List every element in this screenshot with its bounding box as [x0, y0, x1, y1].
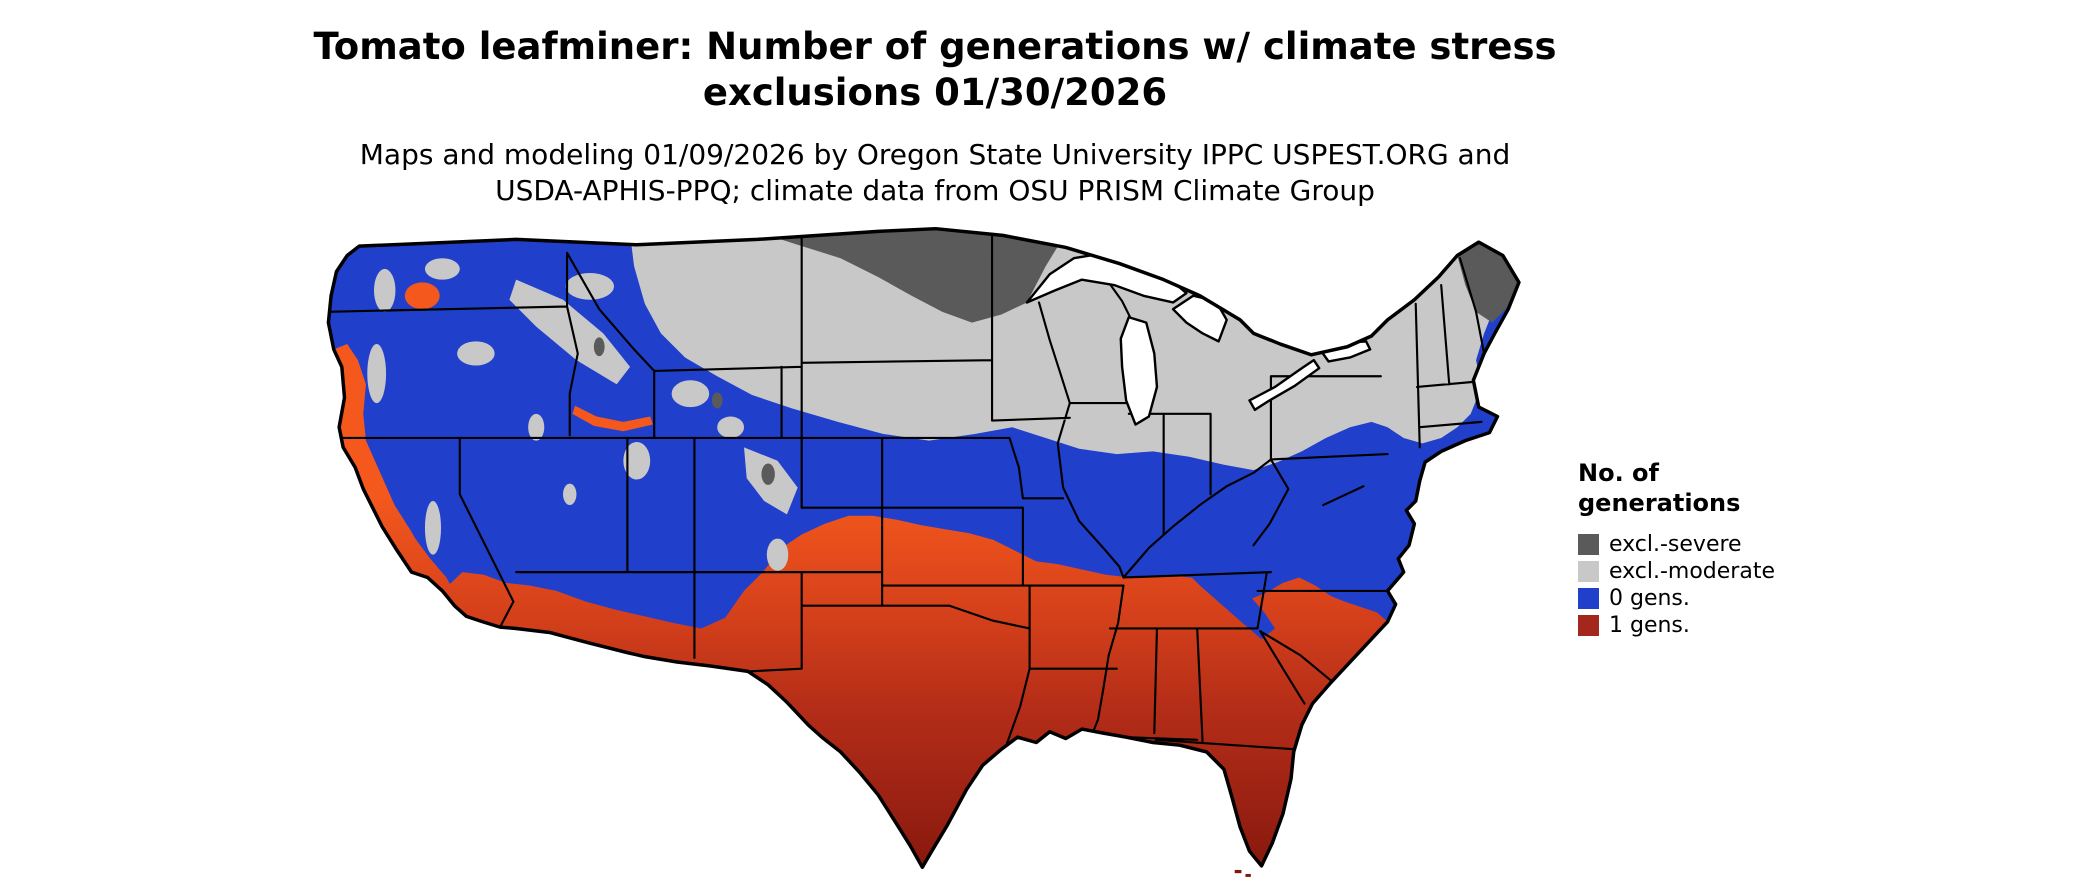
region-one-generation-columbia-basin	[404, 282, 440, 310]
page-title: Tomato leafminer: Number of generations …	[0, 24, 1870, 117]
title-line-1: Tomato leafminer: Number of generations …	[313, 25, 1557, 68]
us-outline	[326, 226, 1521, 870]
lake-huron	[1171, 294, 1228, 343]
legend-item-excl-severe: excl.-severe	[1578, 531, 1775, 558]
legend-label-zero-gens: 0 gens.	[1609, 586, 1690, 611]
subtitle-line-1: Maps and modeling 01/09/2026 by Oregon S…	[359, 137, 1511, 171]
region-excl-severe-rockies-spots	[593, 337, 775, 485]
legend-label-excl-moderate: excl.-moderate	[1609, 559, 1775, 584]
florida-keys	[1234, 869, 1251, 877]
header: Tomato leafminer: Number of generations …	[0, 24, 1870, 209]
legend-item-zero-gens: 0 gens.	[1578, 585, 1775, 612]
region-zero-generations-appalachians	[1189, 566, 1275, 640]
legend-title: No. of generations	[1578, 458, 1775, 518]
region-excl-severe-north	[738, 228, 1066, 323]
lake-erie	[1248, 358, 1321, 412]
region-excl-moderate-mountain-patches	[367, 258, 798, 571]
region-one-generation-central-valley	[371, 486, 439, 586]
region-one-generation-snake-river	[572, 405, 653, 432]
legend-swatch-zero-gens	[1578, 588, 1599, 609]
legend-swatch-one-gen	[1578, 615, 1599, 636]
legend-label-one-gen: 1 gens.	[1609, 613, 1690, 638]
legend-swatch-excl-moderate	[1578, 561, 1599, 582]
page-subtitle: Maps and modeling 01/09/2026 by Oregon S…	[0, 137, 1870, 210]
us-map	[315, 226, 1527, 878]
legend-item-one-gen: 1 gens.	[1578, 612, 1775, 639]
legend-swatch-excl-severe	[1578, 534, 1599, 555]
state-borders	[328, 228, 1486, 751]
legend-label-excl-severe: excl.-severe	[1609, 532, 1742, 557]
legend-title-line-1: No. of	[1578, 459, 1659, 487]
subtitle-line-2: USDA-APHIS-PPQ; climate data from OSU PR…	[495, 173, 1375, 207]
region-one-generation-south	[442, 515, 1388, 868]
legend-item-excl-moderate: excl.-moderate	[1578, 558, 1775, 585]
us-map-svg	[326, 226, 1521, 877]
legend-title-line-2: generations	[1578, 489, 1741, 517]
title-line-2: exclusions 01/30/2026	[702, 71, 1168, 115]
legend-items: excl.-severe excl.-moderate 0 gens. 1 ge…	[1578, 531, 1775, 639]
legend: No. of generations excl.-severe excl.-mo…	[1578, 458, 1775, 639]
lake-michigan	[1119, 316, 1159, 426]
